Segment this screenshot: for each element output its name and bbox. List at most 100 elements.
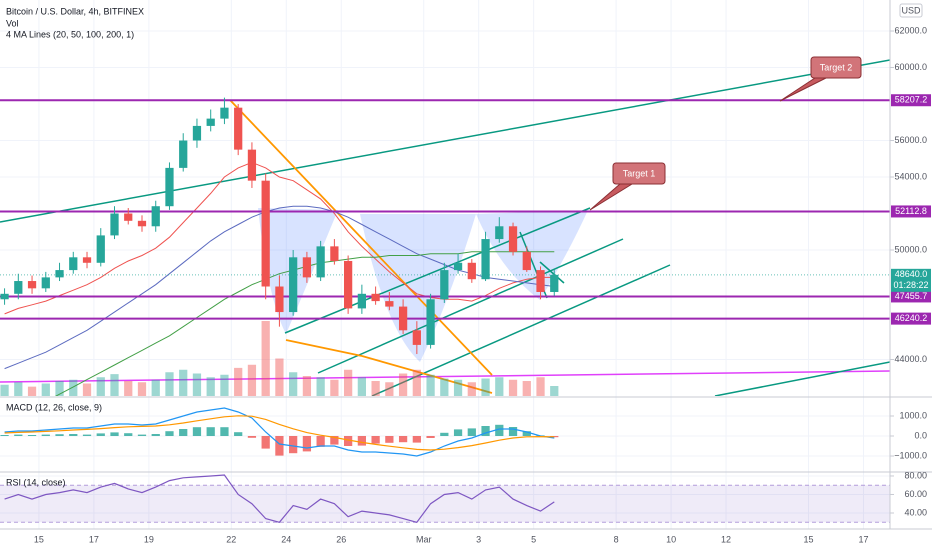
candle-body — [495, 226, 504, 240]
callout — [810, 56, 862, 79]
macd-histogram-bar — [357, 436, 366, 446]
macd-histogram-bar — [261, 436, 270, 449]
trend-line — [229, 99, 493, 376]
level-label-box — [891, 290, 931, 303]
volume-bar — [316, 377, 325, 396]
volume-bar — [275, 358, 284, 396]
candle-body — [330, 246, 339, 261]
y-tick-label: −1000.0 — [894, 450, 927, 460]
callout — [612, 162, 666, 185]
callout-text: Target 1 — [623, 168, 656, 178]
y-tick-label: 62000.0 — [894, 25, 927, 35]
macd-histogram-bar — [110, 432, 119, 436]
pattern-shape — [476, 210, 588, 300]
candle-body — [14, 281, 23, 294]
trend-line — [285, 339, 363, 357]
moving-average — [4, 205, 555, 370]
macd-histogram-bar — [371, 436, 380, 444]
level-label: 52112.8 — [895, 206, 927, 216]
macd-histogram-bar — [481, 426, 490, 436]
volume-bar — [192, 373, 202, 396]
volume-bar — [82, 383, 92, 396]
volume-bar — [398, 373, 408, 396]
macd-histogram-bar — [55, 434, 64, 436]
macd-histogram-bar — [179, 429, 188, 436]
y-tick-label: 60000.0 — [894, 62, 927, 72]
candle-body — [289, 257, 298, 313]
volume-bar — [179, 369, 188, 396]
volume-bar — [440, 378, 449, 396]
trend-line — [361, 355, 493, 394]
candle-body — [206, 118, 215, 126]
candle-body — [55, 270, 64, 278]
candle-body — [426, 299, 435, 345]
macd-histogram-bar — [330, 436, 339, 445]
y-tick-label: 54000.0 — [894, 171, 927, 181]
x-tick-label: 17 — [858, 534, 868, 544]
candle-body — [481, 239, 490, 280]
trend-line — [371, 264, 671, 396]
volume-bar — [495, 377, 504, 396]
volume-bar — [69, 379, 78, 396]
y-tick-label: 50000.0 — [894, 244, 927, 254]
macd-histogram-bar — [467, 428, 476, 436]
candle-body — [385, 301, 394, 307]
macd-histogram-bar — [234, 432, 243, 436]
candle-body — [357, 293, 366, 309]
y-tick-label: 80.00 — [904, 470, 927, 480]
macd-histogram-bar — [453, 429, 463, 436]
level-label-box — [891, 205, 931, 218]
candle-body — [192, 125, 202, 141]
macd-histogram-bar — [165, 431, 174, 436]
chart-title: Bitcoin / U.S. Dollar, 4h, BITFINEX — [6, 6, 144, 16]
candle-body — [110, 213, 119, 236]
volume-bar — [289, 372, 298, 396]
moving-average — [55, 251, 555, 396]
volume-bar — [536, 377, 545, 396]
macd-pane — [0, 407, 559, 457]
currency-badge — [899, 3, 923, 18]
macd-histogram-bar — [82, 434, 92, 436]
volume-bar — [426, 374, 435, 396]
macd-histogram-bar — [385, 436, 394, 443]
candle-body — [302, 257, 312, 278]
candle-body — [234, 107, 243, 150]
x-tick-label: 19 — [144, 534, 154, 544]
candle-body — [41, 277, 50, 289]
candle-body — [316, 246, 325, 278]
volume-bar — [14, 382, 23, 396]
x-tick-label: 17 — [89, 534, 99, 544]
macd-histogram-bar — [522, 431, 531, 436]
candle-body — [179, 140, 188, 168]
candle-body — [508, 226, 518, 252]
volume-bar — [330, 379, 339, 396]
volume-bar — [124, 381, 133, 396]
volume-bar — [357, 377, 366, 396]
rsi-line — [4, 474, 555, 523]
macd-histogram-bar — [27, 435, 37, 436]
volume-bar — [96, 377, 105, 396]
y-tick-label: 0.0 — [914, 430, 927, 440]
macd-histogram-bar — [440, 432, 449, 436]
price-pane — [0, 97, 890, 396]
pattern-shape — [360, 214, 476, 362]
y-tick-label: 60.00 — [904, 489, 927, 499]
last-price-box — [891, 268, 931, 292]
y-tick-label: 56000.0 — [894, 135, 927, 145]
level-label: 47455.7 — [895, 291, 928, 301]
candle-body — [550, 274, 559, 292]
trend-line — [0, 370, 890, 383]
candle-body — [261, 180, 270, 287]
y-tick-label: 44000.0 — [894, 354, 927, 364]
x-tick-label: 10 — [666, 534, 676, 544]
x-tick-label: 26 — [336, 534, 346, 544]
moving-average — [4, 161, 555, 315]
candle-body — [247, 149, 257, 181]
macd-histogram-bar — [151, 434, 160, 436]
macd-title: MACD (12, 26, close, 9) — [6, 402, 102, 412]
candle-body — [467, 262, 476, 280]
macd-histogram-bar — [344, 436, 353, 446]
x-tick-label: 3 — [476, 534, 481, 544]
